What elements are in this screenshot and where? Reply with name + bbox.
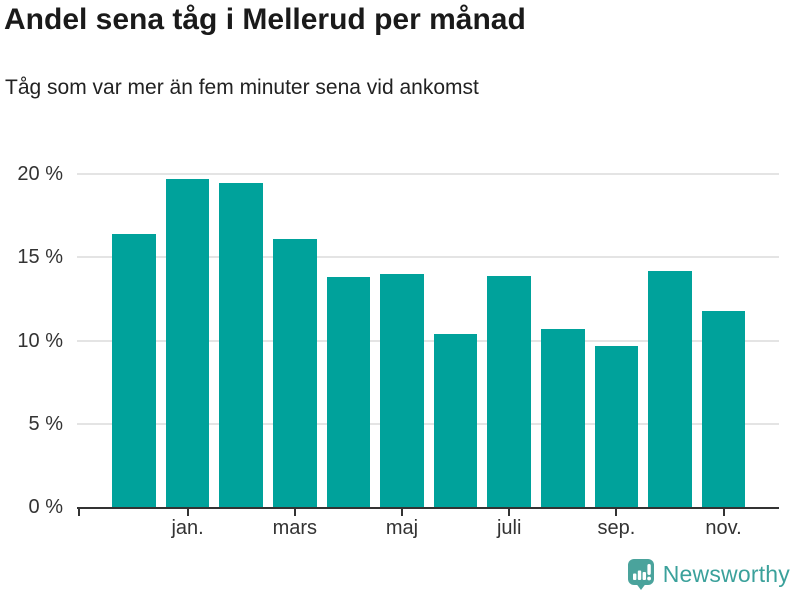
x-axis-tick (186, 509, 189, 516)
x-axis-tick-label: sep. (597, 517, 636, 539)
bar (165, 179, 210, 507)
newsworthy-logo-icon (627, 558, 654, 590)
grid-line (77, 422, 779, 425)
bar (648, 270, 692, 507)
grid-line (77, 339, 779, 342)
plot-area (77, 141, 779, 509)
grid-line (77, 256, 779, 259)
y-axis-tick-label: 0 % (28, 496, 63, 518)
bar (541, 329, 585, 507)
x-axis-tick (293, 509, 296, 516)
y-axis-tick-label: 10 % (17, 329, 63, 352)
x-axis-tick-label: nov. (705, 517, 742, 539)
brand-name: Newsworthy (662, 560, 790, 587)
bar (487, 275, 531, 507)
bar (273, 239, 317, 507)
brand-footer: Newsworthy (627, 556, 790, 592)
x-axis-tick-label: juli (496, 517, 522, 539)
x-axis-tick-label: jan. (171, 517, 204, 539)
bar (433, 333, 478, 507)
bar (380, 274, 424, 507)
bar (326, 277, 371, 507)
x-axis-tick-label: maj (385, 517, 419, 539)
grid-line (77, 173, 779, 176)
y-axis-tick-label: 5 % (28, 412, 63, 435)
x-axis-tick (401, 509, 403, 516)
bar (594, 345, 639, 507)
y-axis-tick-label: 15 % (17, 246, 63, 269)
chart-subtitle: Tåg som var mer än fem minuter sena vid … (5, 76, 479, 99)
x-axis-tick (722, 509, 725, 516)
bar (219, 182, 263, 507)
x-axis-tick (615, 509, 618, 516)
bar (701, 310, 746, 507)
x-axis-tick (508, 509, 511, 516)
y-axis-tick-label: 20 % (17, 163, 63, 186)
x-axis-tick-label: mars (272, 517, 318, 539)
bar (112, 234, 156, 507)
chart-title: Andel sena tåg i Mellerud per månad (4, 3, 526, 36)
x-axis-tick (78, 509, 80, 516)
